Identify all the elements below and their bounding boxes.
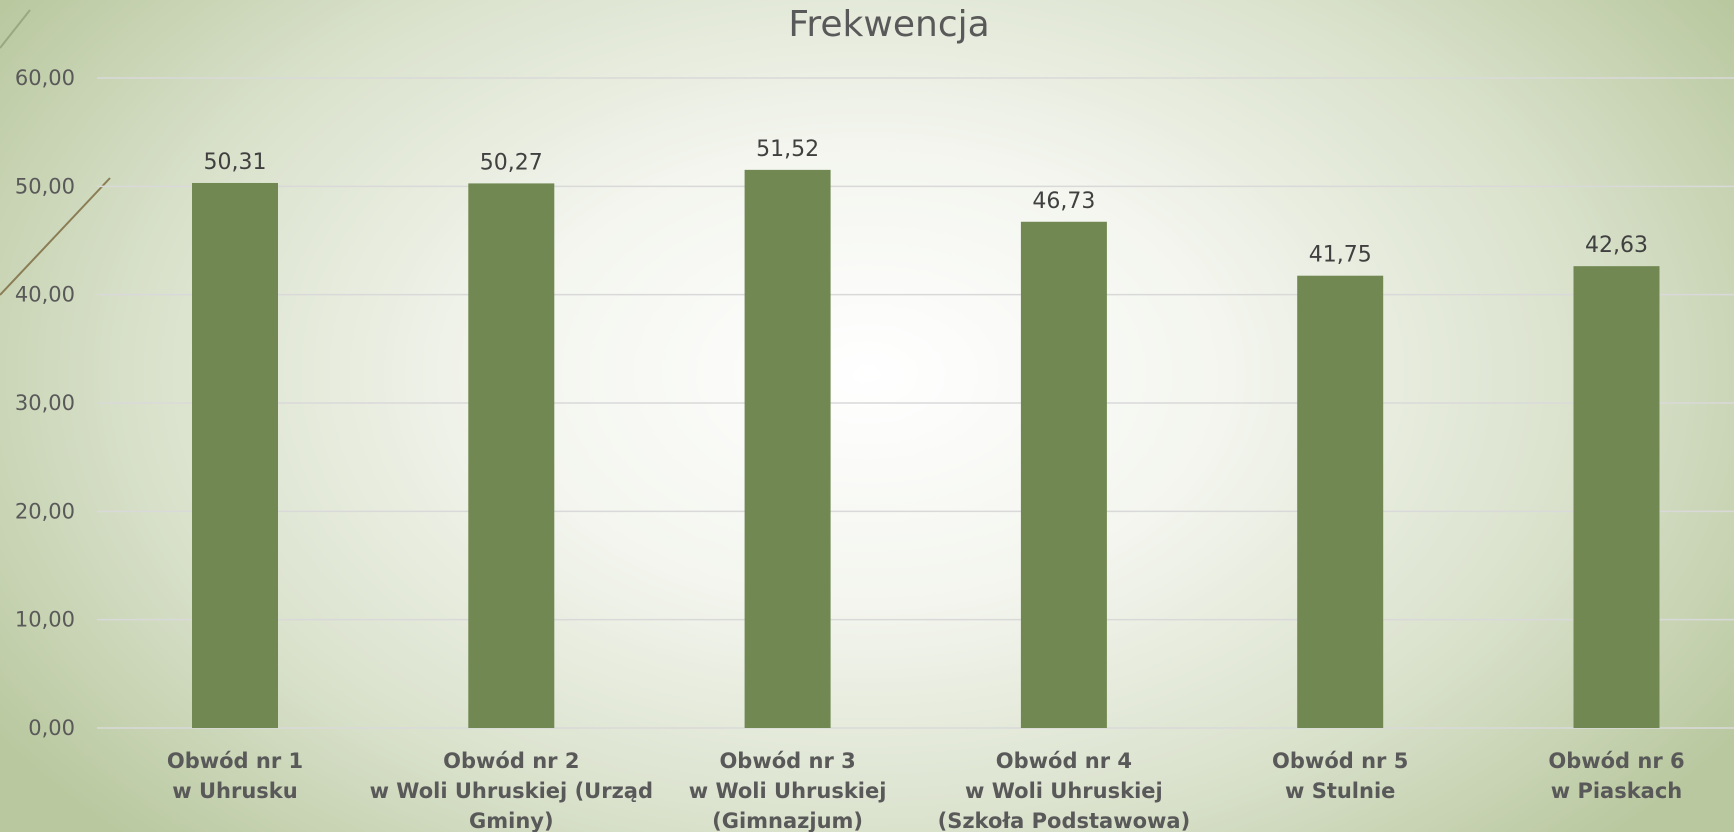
decorative-swoosh-top [0, 9, 31, 49]
y-axis-tick-labels: 0,00 10,00 20,00 30,00 40,00 50,00 60,00 [15, 66, 75, 740]
y-tick-label: 30,00 [15, 391, 75, 415]
bar [192, 182, 278, 729]
data-labels: 50,31 50,27 51,52 46,73 41,75 42,63 [204, 137, 1648, 268]
y-tick-label: 20,00 [15, 499, 75, 523]
data-label: 50,27 [480, 150, 543, 175]
data-label: 50,31 [204, 150, 267, 175]
data-label: 51,52 [756, 137, 819, 162]
data-label: 42,63 [1585, 233, 1648, 258]
y-tick-label: 10,00 [15, 608, 75, 632]
y-tick-label: 40,00 [15, 283, 75, 307]
decorative-swoosh [0, 177, 111, 296]
bar [744, 169, 831, 728]
data-label: 46,73 [1032, 189, 1095, 214]
y-tick-label: 60,00 [15, 66, 75, 90]
y-tick-label: 50,00 [15, 174, 75, 198]
bar [468, 183, 555, 729]
gridlines [97, 77, 1734, 729]
bar [1573, 266, 1660, 728]
bar [1020, 221, 1107, 728]
data-label: 41,75 [1309, 243, 1372, 268]
chart-title: Frekwencja [788, 4, 989, 45]
bars [192, 169, 1660, 729]
y-tick-label: 0,00 [28, 716, 75, 740]
bar [1297, 275, 1384, 728]
